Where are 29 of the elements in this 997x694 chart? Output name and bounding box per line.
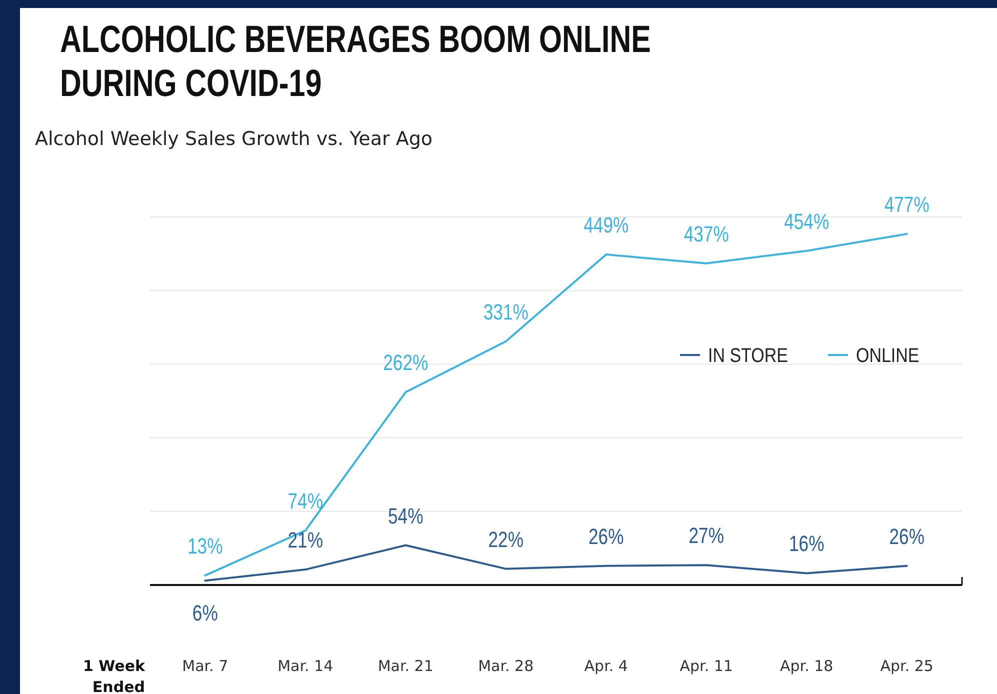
x-tick-label: Mar. 7 <box>182 657 228 675</box>
data-label: 262% <box>383 351 428 376</box>
data-label: 6% <box>192 602 218 626</box>
data-label: 331% <box>483 300 528 325</box>
data-label: 74% <box>288 490 323 514</box>
x-tick-label: Apr. 11 <box>680 657 733 675</box>
data-label: 26% <box>889 525 924 550</box>
x-tick-label: Apr. 25 <box>880 657 934 675</box>
data-label: 54% <box>388 504 424 529</box>
data-label: 454% <box>784 210 830 234</box>
x-axis-title: 1 Week Ended <box>83 657 146 694</box>
data-label: 27% <box>688 524 724 549</box>
x-tick-label: Apr. 18 <box>780 657 834 675</box>
data-label: 437% <box>684 222 729 247</box>
data-label: 22% <box>488 528 524 552</box>
data-label: 13% <box>188 534 223 559</box>
x-tick-label: Apr. 4 <box>584 657 628 675</box>
x-tick-label: Mar. 14 <box>278 657 334 675</box>
chart-title: ALCOHOLIC BEVERAGES BOOM ONLINE DURING COVID-19 <box>60 18 651 105</box>
x-tick-label: Mar. 21 <box>378 657 434 675</box>
legend-label: IN STORE <box>708 344 788 366</box>
data-label: 477% <box>884 193 930 218</box>
data-label: 449% <box>584 214 629 238</box>
legend-label: ONLINE <box>856 344 920 366</box>
x-tick-label: Mar. 28 <box>478 657 534 675</box>
data-label: 26% <box>588 525 624 550</box>
chart-subtitle: Alcohol Weekly Sales Growth vs. Year Ago <box>35 128 433 150</box>
data-label: 16% <box>789 532 824 557</box>
data-label: 21% <box>288 528 323 554</box>
